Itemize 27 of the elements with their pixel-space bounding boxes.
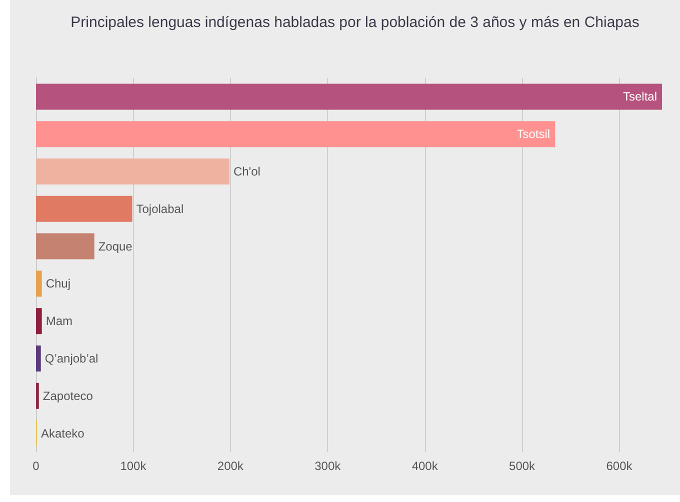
y-tick-label: Zapoteco bbox=[42, 388, 94, 403]
bar bbox=[36, 158, 230, 184]
bar bbox=[36, 233, 94, 260]
bar bbox=[36, 121, 556, 148]
y-tick-label: Chuj bbox=[46, 276, 71, 291]
y-tick-label: Tseltal bbox=[623, 90, 658, 104]
x-tick-label: 400k bbox=[412, 459, 439, 473]
y-tick-label: Q’anjob’al bbox=[44, 352, 98, 366]
y-tick-label: Tojolabal bbox=[136, 202, 184, 216]
y-tick-label: Akateko bbox=[40, 426, 85, 440]
bar bbox=[36, 270, 42, 297]
y-tick-label: Zoque bbox=[98, 239, 133, 254]
y-tick-label: Tsotsil bbox=[516, 127, 550, 142]
bar bbox=[36, 308, 42, 334]
y-tick-label: Ch'ol bbox=[233, 164, 260, 178]
chart-title: Principales lenguas indígenas habladas por la población de 3 años y más en Chiapas bbox=[70, 14, 640, 31]
bar bbox=[36, 382, 39, 409]
bar bbox=[36, 84, 662, 110]
x-tick-label: 500k bbox=[509, 459, 536, 473]
x-tick-label: 100k bbox=[120, 459, 148, 473]
x-tick-label: 0 bbox=[32, 459, 40, 473]
x-tick-label: 600k bbox=[606, 459, 634, 473]
x-tick-label: 200k bbox=[217, 459, 244, 473]
x-tick-label: 300k bbox=[314, 459, 342, 473]
y-tick-label: Mam bbox=[46, 314, 73, 328]
bar bbox=[36, 196, 132, 222]
bar bbox=[36, 346, 41, 372]
